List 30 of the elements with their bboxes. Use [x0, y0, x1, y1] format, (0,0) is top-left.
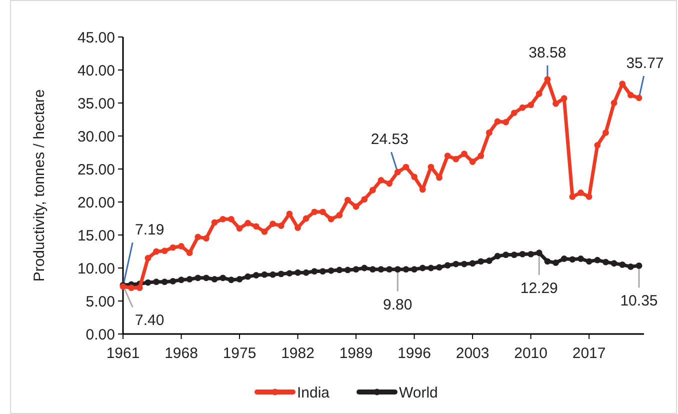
y-tick-label: 5.00: [86, 293, 115, 310]
annotation: 35.77: [626, 54, 664, 72]
y-tick-label: 25.00: [77, 161, 115, 178]
x-tick-label: 1989: [339, 345, 373, 362]
y-tick-label: 45.00: [77, 29, 115, 46]
y-tick-label: 30.00: [77, 128, 115, 146]
y-tick-label: 20.00: [77, 194, 115, 212]
y-tick-label: 10.00: [77, 260, 115, 278]
y-tick-label: 40.00: [77, 62, 115, 80]
y-tick-label: 0.00: [86, 326, 115, 344]
legend-label: World: [399, 384, 438, 402]
annotation: 38.58: [528, 44, 566, 62]
y-tick-label: 15.00: [77, 227, 115, 244]
x-tick-label: 1975: [222, 345, 256, 362]
annotation: 9.80: [383, 296, 412, 314]
legend-label: India: [297, 384, 330, 402]
annotation: 12.29: [520, 280, 558, 297]
annotation: 24.53: [370, 131, 408, 148]
x-tick-label: 2010: [514, 345, 548, 362]
x-tick-label: 1961: [106, 345, 140, 362]
y-tick-label: 35.00: [77, 95, 115, 112]
x-tick-label: 1996: [398, 345, 431, 362]
y-axis-title: Productivity, tonnes / hectare: [31, 89, 48, 282]
annotation: 10.35: [620, 292, 658, 310]
x-tick-label: 1968: [164, 345, 198, 362]
x-tick-label: 2017: [572, 345, 606, 362]
x-tick-label: 2003: [456, 345, 490, 362]
annotation: 7.40: [135, 312, 164, 330]
annotation: 7.19: [135, 222, 164, 239]
x-tick-label: 1982: [281, 345, 314, 362]
